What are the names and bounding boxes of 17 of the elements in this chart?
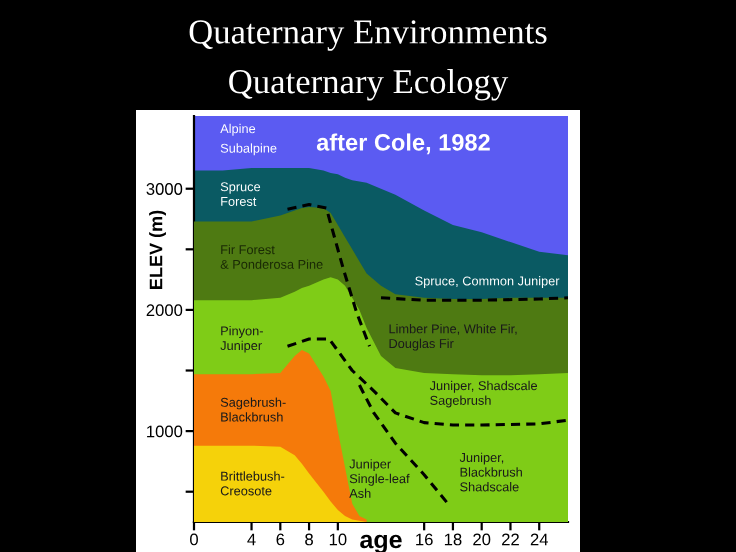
x-tick-label: 18 <box>444 533 462 546</box>
x-tick-label: 10 <box>329 533 347 546</box>
y-tick-label: 1000 <box>147 425 183 438</box>
y-tick-label: 3000 <box>146 183 183 195</box>
x-tick-label: 8 <box>305 533 313 546</box>
x-tick-label: 20 <box>473 533 491 546</box>
chart-title: Quaternary Environments <box>189 20 547 51</box>
x-tick-label: 16 <box>416 533 433 546</box>
annotation: after Cole, 1982 <box>316 133 490 155</box>
x-tick-label: 4 <box>247 533 256 546</box>
x-tick-label: 6 <box>276 533 285 546</box>
y-tick-label: 2000 <box>146 304 183 317</box>
x-tick-label: 24 <box>530 533 549 546</box>
chart-subtitle: Quaternary Ecology <box>229 69 509 101</box>
x-tick-label: 22 <box>502 533 519 546</box>
x-tick-label: 0 <box>190 533 198 546</box>
y-axis-title: ELEV (m) <box>149 210 166 289</box>
